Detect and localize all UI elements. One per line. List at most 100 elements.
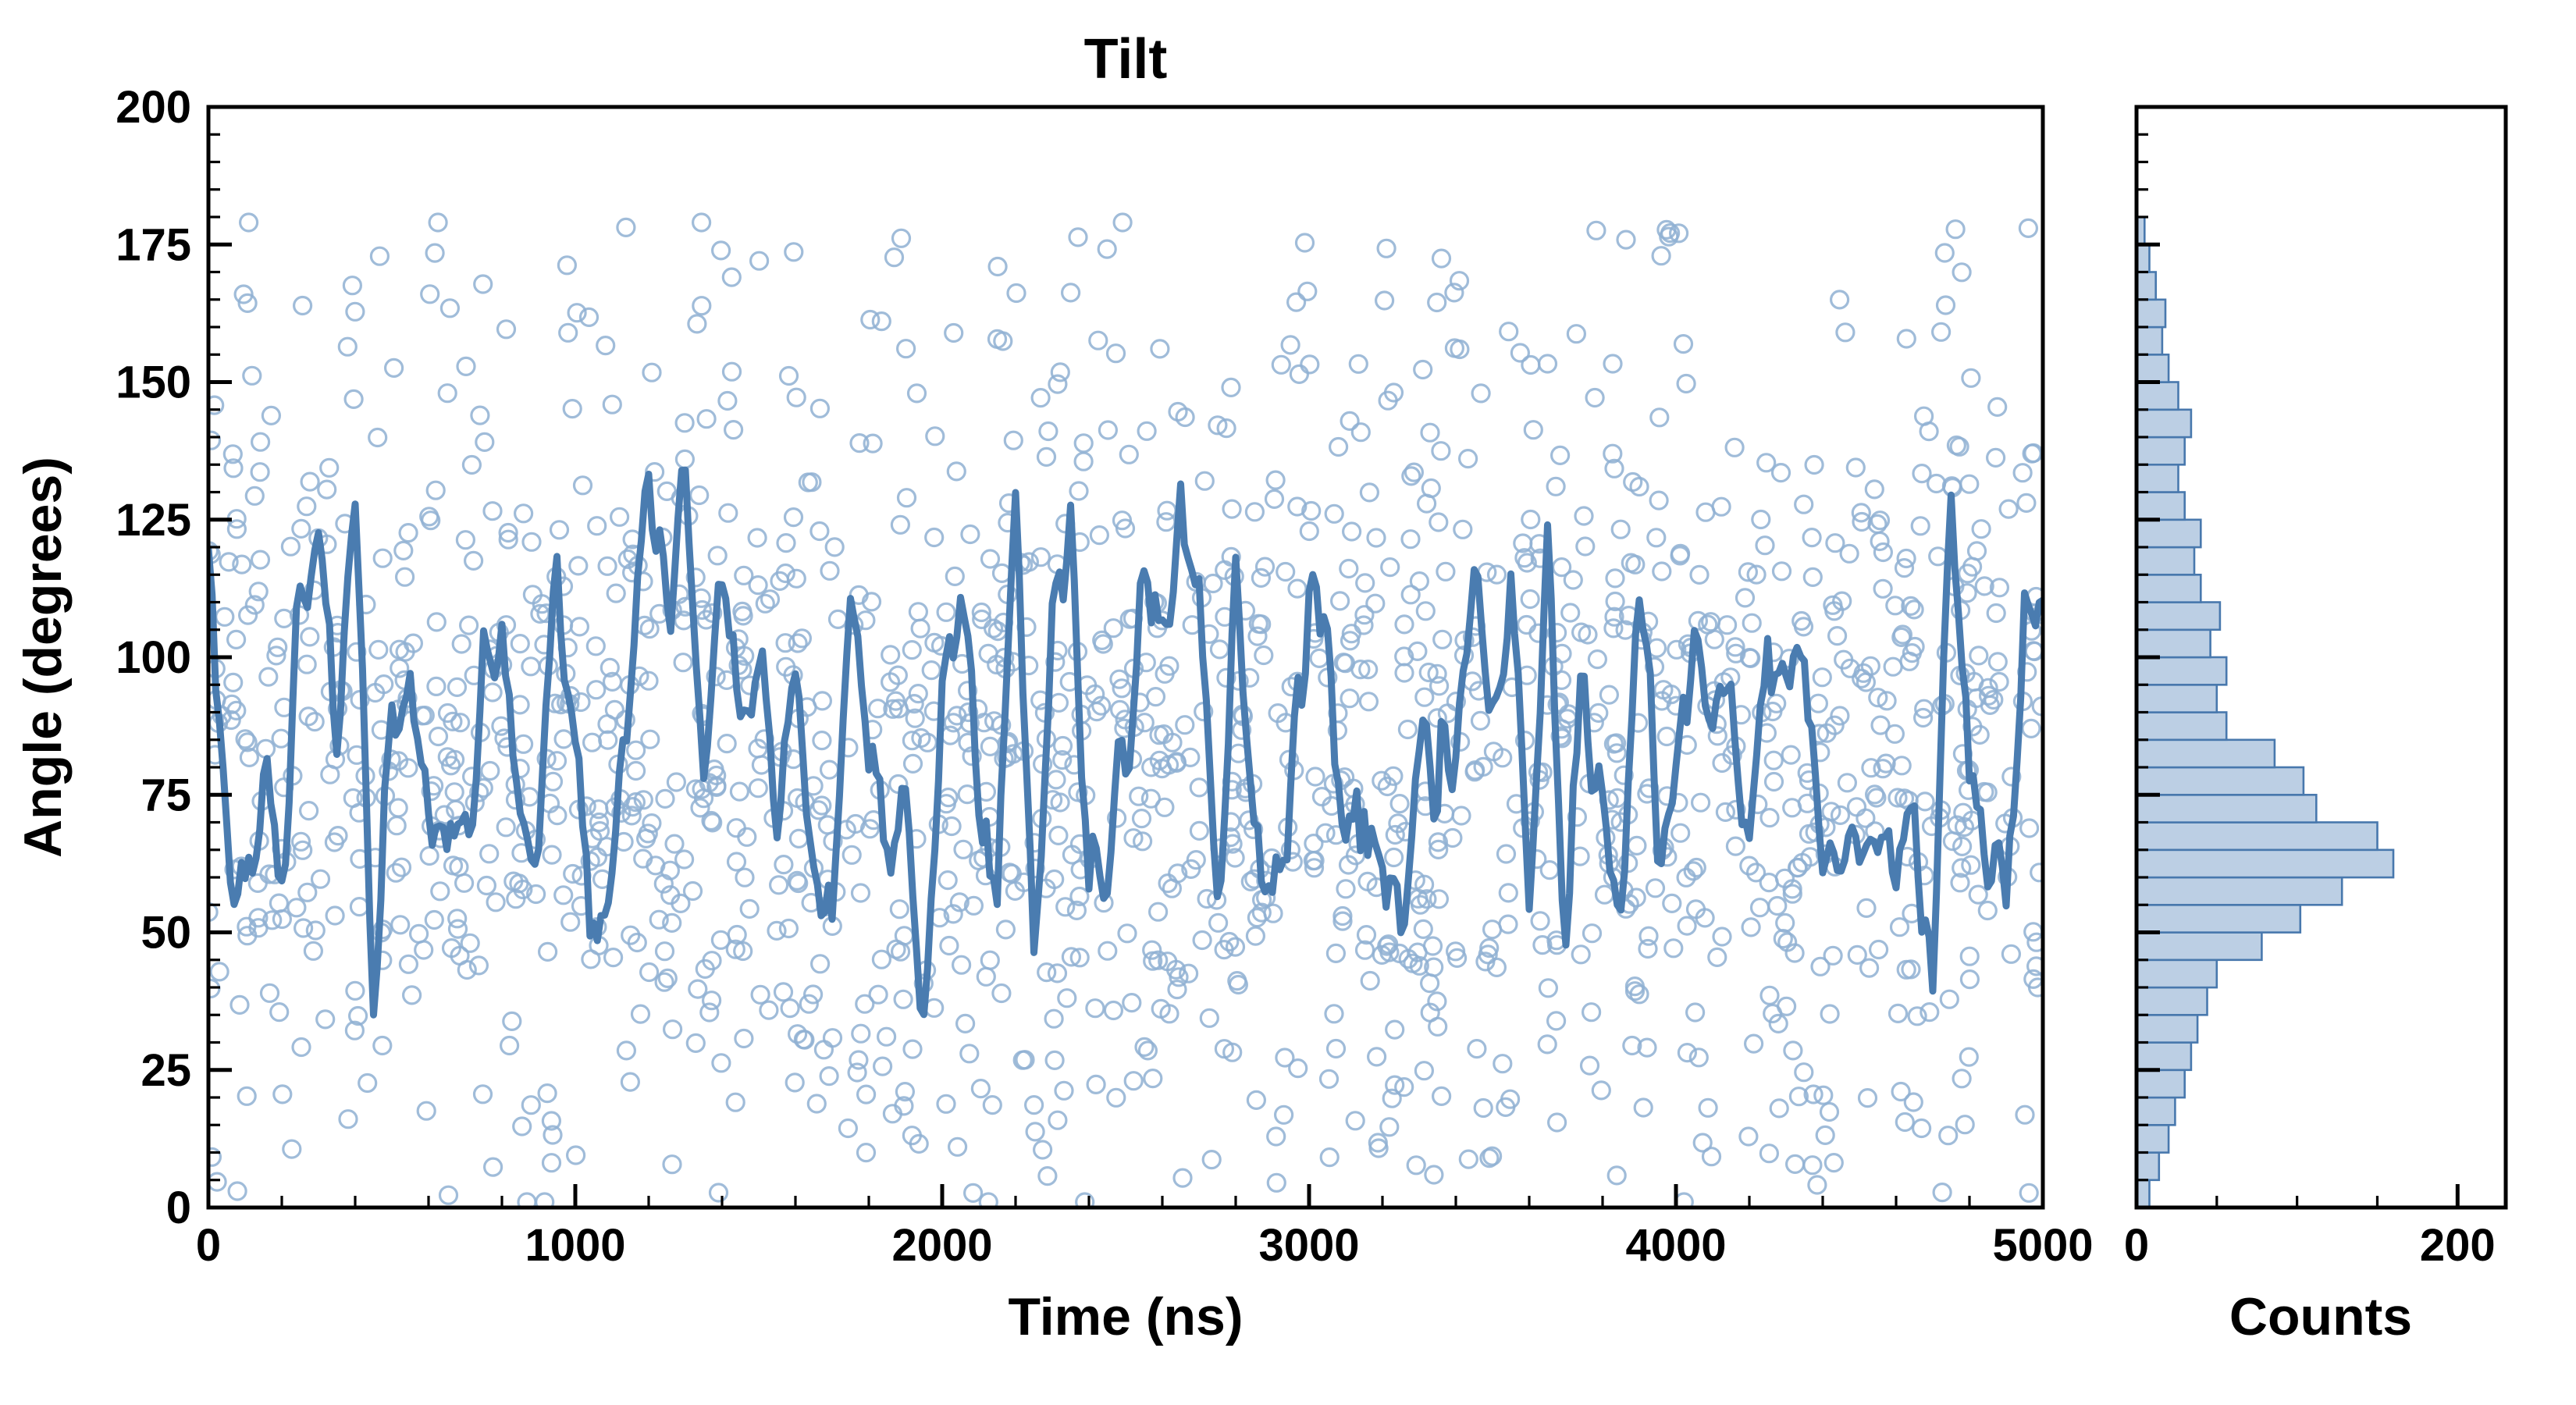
scatter-point	[1037, 962, 1057, 983]
scatter-point	[841, 845, 862, 865]
scatter-point	[849, 1050, 869, 1070]
scatter-point	[755, 593, 775, 614]
scatter-point	[1825, 533, 1845, 553]
scatter-point	[1403, 953, 1423, 973]
scatter-point	[2001, 767, 2022, 787]
scatter-point	[690, 798, 710, 818]
scatter-point	[450, 945, 470, 966]
scatter-point	[1332, 911, 1353, 931]
scatter-point	[1048, 374, 1068, 394]
scatter-point	[589, 799, 609, 820]
scatter-point	[1763, 1003, 1783, 1024]
scatter-point	[304, 711, 325, 732]
scatter-point	[1816, 723, 1837, 743]
scatter-point	[1785, 1154, 1806, 1175]
scatter-point	[1782, 798, 1802, 818]
scatter-point	[2027, 977, 2043, 998]
scatter-point	[967, 699, 988, 719]
scatter-point	[819, 1065, 839, 1087]
scatter-point	[945, 566, 965, 587]
scatter-point	[1406, 1155, 1426, 1176]
scatter-point	[226, 519, 247, 539]
scatter-point	[1142, 940, 1162, 960]
scatter-point	[250, 550, 271, 570]
scatter-point	[1910, 516, 1930, 536]
scatter-point	[1741, 648, 1761, 669]
scatter-point	[783, 507, 804, 528]
scatter-point	[1048, 1110, 1068, 1130]
scatter-point	[1015, 1050, 1035, 1070]
scatter-point	[609, 507, 630, 527]
scatter-point	[1971, 519, 1991, 539]
scatter-point	[482, 1157, 503, 1177]
scatter-point	[1767, 693, 1787, 713]
scatter-point	[1032, 1140, 1053, 1160]
scatter-point	[1907, 1006, 1927, 1026]
scatter-point	[553, 885, 574, 905]
scatter-point	[1587, 649, 1608, 670]
scatter-point	[1589, 702, 1609, 724]
chart-title: Tilt	[1084, 28, 1168, 91]
scatter-point	[384, 357, 404, 378]
scatter-point	[1563, 570, 1583, 590]
scatter-point	[908, 602, 929, 622]
scatter-point	[496, 615, 517, 635]
scatter-point	[1175, 407, 1195, 428]
scatter-point	[1069, 481, 1089, 501]
scatter-point	[1605, 568, 1625, 589]
scatter-point	[1961, 368, 1981, 388]
scatter-point	[1903, 1092, 1923, 1112]
scatter-point	[1208, 415, 1228, 436]
scatter-point	[1528, 623, 1549, 643]
scatter-point	[1724, 437, 1745, 457]
scatter-point	[237, 916, 257, 937]
scatter-point	[343, 788, 363, 809]
scatter-point	[1194, 471, 1215, 491]
scatter-point	[955, 1013, 976, 1034]
scatter-point	[563, 863, 583, 884]
scatter-point	[653, 873, 674, 894]
scatter-point	[226, 629, 247, 650]
scatter-point	[338, 1109, 358, 1129]
scatter-point	[1251, 902, 1272, 923]
scatter-point	[1987, 397, 2008, 418]
scatter-point	[725, 939, 745, 959]
scatter-point	[1537, 354, 1558, 374]
scatter-point	[1208, 912, 1229, 933]
scatter-point	[1638, 938, 1658, 959]
scatter-point	[565, 1145, 586, 1165]
scatter-point	[1286, 292, 1307, 312]
scatter-point	[1244, 502, 1265, 522]
scatter-point	[809, 954, 831, 974]
scatter-point	[1977, 900, 1998, 921]
scatter-point	[1603, 354, 1623, 374]
scatter-point	[1055, 897, 1076, 917]
scatter-point	[1677, 1042, 1697, 1063]
scatter-point	[343, 389, 364, 409]
scatter-point	[1380, 557, 1400, 578]
scatter-point	[229, 994, 250, 1016]
scatter-point	[1952, 858, 1972, 878]
scatter-point	[867, 699, 888, 719]
scatter-point	[970, 1078, 991, 1099]
scatter-point	[2022, 443, 2042, 464]
scatter-point	[1582, 923, 1603, 944]
scatter-point	[1400, 585, 1421, 605]
histogram-bar	[2137, 491, 2186, 521]
scatter-point	[297, 882, 318, 902]
scatter-point	[1089, 525, 1110, 546]
scatter-point	[1358, 692, 1379, 712]
scatter-point	[1294, 233, 1315, 253]
tick-label: 3000	[1258, 1220, 1359, 1271]
scatter-point	[498, 529, 518, 550]
tick-label: 0	[166, 1183, 191, 1233]
scatter-point	[1888, 788, 1908, 808]
tick-label: 1000	[525, 1220, 625, 1271]
scatter-point	[1955, 1115, 1975, 1135]
scatter-point	[1431, 248, 1452, 269]
scatter-point	[268, 637, 288, 657]
scatter-point	[239, 212, 259, 233]
scatter-point	[1219, 931, 1240, 952]
scatter-point	[1471, 383, 1491, 404]
scatter-point	[809, 521, 830, 542]
